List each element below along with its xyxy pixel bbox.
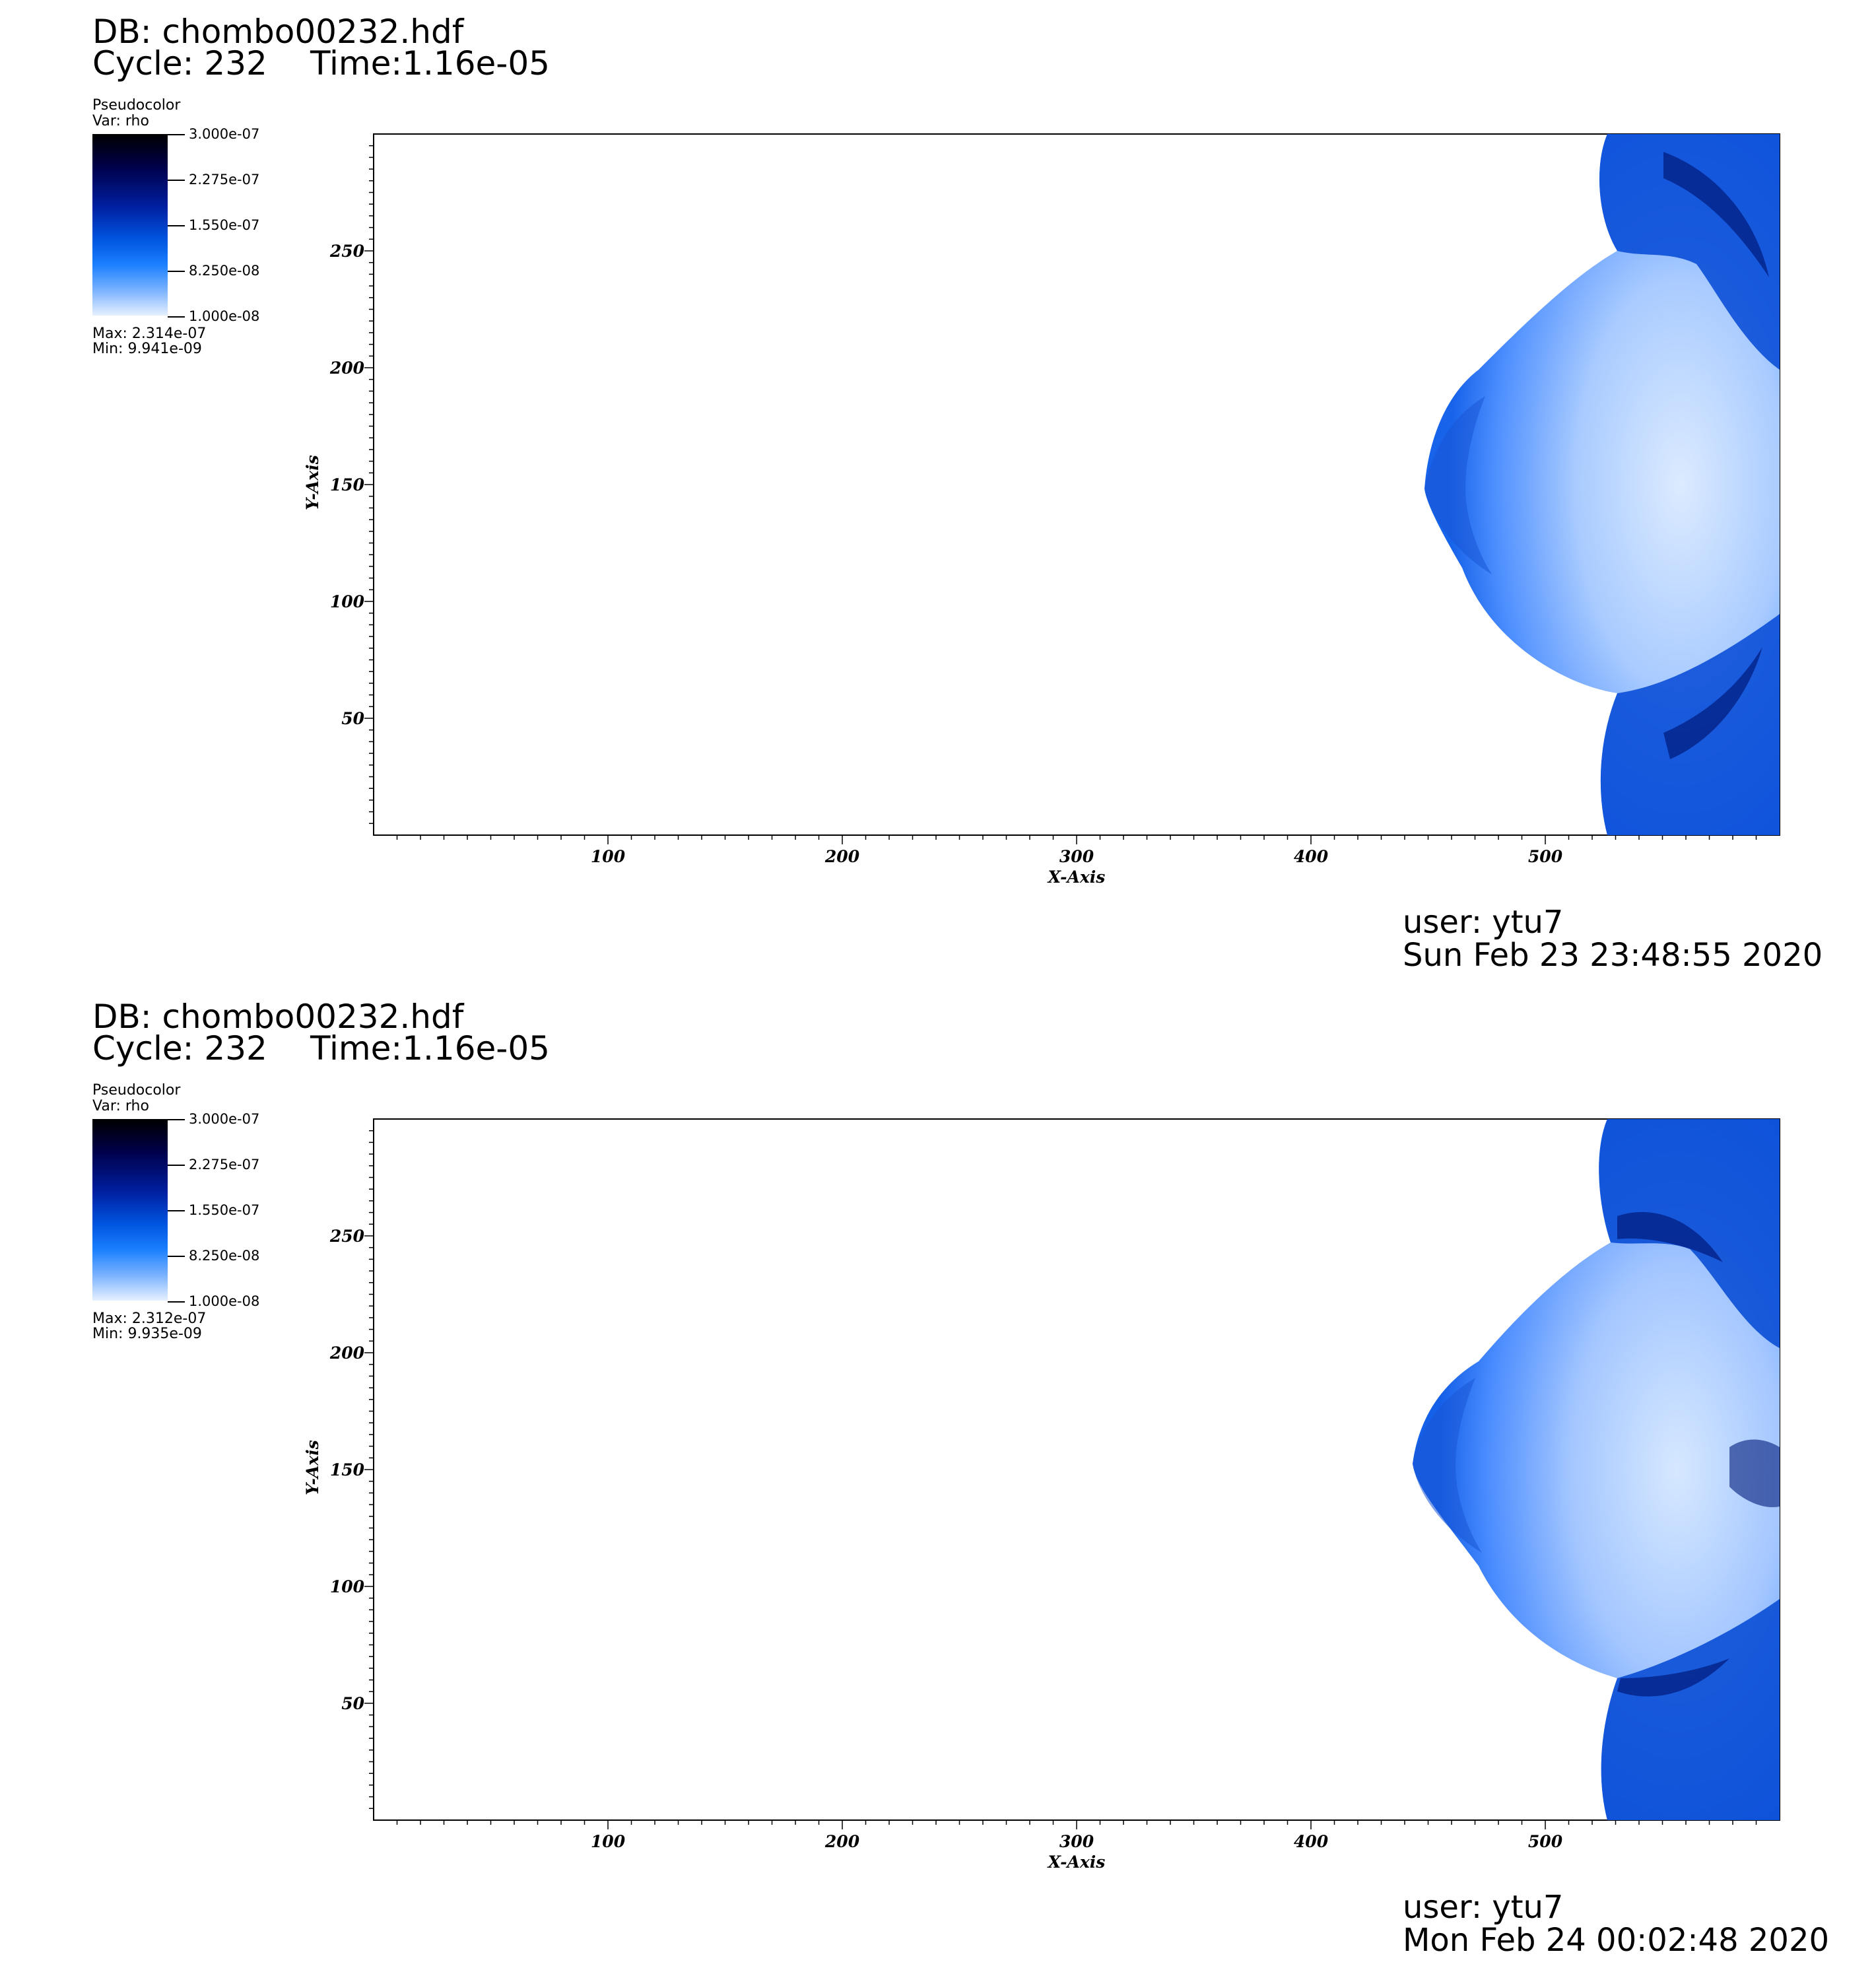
- colorbar-tick: [168, 1210, 185, 1211]
- x-tick-label: 500: [1528, 1832, 1563, 1851]
- x-tick-label: 200: [824, 1832, 860, 1851]
- colorbar-tick: [168, 225, 185, 226]
- plot-panel-2: DB: chombo00232.hdf Cycle: 232 Time:1.16…: [0, 985, 1876, 1970]
- upper-dense-lobe: [1599, 134, 1780, 370]
- y-axis-label: Y-Axis: [303, 455, 322, 510]
- legend-plot-type: Pseudocolor: [92, 97, 181, 114]
- legend-var: Var: rho: [92, 113, 149, 129]
- x-tick-label: 400: [1294, 847, 1329, 866]
- colorbar-label: 2.275e-07: [189, 1157, 260, 1172]
- y-tick-label: 100: [330, 1577, 365, 1596]
- colorbar-tick: [168, 1301, 185, 1303]
- plot-area-1: 100 200 300 400 500 50 100 150 200 250 X-Axis Y-Axi…: [303, 133, 1780, 887]
- colorbar-label: 1.550e-07: [189, 1202, 260, 1218]
- dense-filament: [1729, 1439, 1780, 1507]
- cycle-time-line: Cycle: 232 Time:1.16e-05: [92, 1029, 550, 1068]
- legend-header: Pseudocolor Var: rho: [92, 1083, 180, 1114]
- date-label: Mon Feb 24 00:02:48 2020: [1403, 1922, 1830, 1959]
- lower-dense-lobe: [1601, 1599, 1780, 1820]
- db-title: DB: chombo00232.hdf: [92, 13, 464, 51]
- y-tick-label: 150: [330, 1460, 365, 1479]
- y-tick-label: 200: [329, 1343, 365, 1363]
- bubble-rim: [1413, 1378, 1482, 1553]
- dense-filament: [1617, 1658, 1729, 1697]
- x-tick-label: 300: [1059, 1832, 1094, 1851]
- density-field: [1413, 1119, 1780, 1820]
- colorbar-tick: [168, 1165, 185, 1166]
- y-tick-label: 50: [341, 1694, 364, 1713]
- colorbar: [92, 134, 168, 316]
- colorbar-label: 3.000e-07: [189, 1111, 260, 1127]
- x-axis-label: X-Axis: [1047, 867, 1106, 887]
- colorbar-label: 1.000e-08: [189, 1293, 260, 1309]
- user-label: user: ytu7: [1403, 1889, 1564, 1926]
- colorbar-label: 1.000e-08: [189, 308, 260, 324]
- colorbar-tick: [168, 1119, 185, 1120]
- plot-area-2: 100 200 300 400 500 50 100 150 200 250 X-Axis Y-Axi…: [303, 1118, 1780, 1872]
- bubble-rim: [1424, 396, 1492, 574]
- y-axis-label: Y-Axis: [303, 1440, 322, 1495]
- legend-var: Var: rho: [92, 1098, 149, 1114]
- cycle-label: Cycle: 232: [92, 1029, 267, 1068]
- legend-header: Pseudocolor Var: rho: [92, 98, 180, 129]
- x-tick-label: 500: [1528, 847, 1563, 866]
- legend-max: Max: 2.314e-07: [92, 325, 207, 342]
- colorbar-label: 2.275e-07: [189, 172, 260, 187]
- dense-filament: [1617, 1211, 1723, 1262]
- colorbar-label: 8.250e-08: [189, 1248, 260, 1264]
- legend-min: Min: 9.941e-09: [92, 341, 202, 357]
- colorbar-tick: [168, 1256, 185, 1257]
- density-field: [1424, 134, 1780, 835]
- plot-panel-1: DB: chombo00232.hdf Cycle: 232 Time:1.16…: [92, 13, 1823, 974]
- x-tick-label: 100: [591, 847, 626, 866]
- y-tick-label: 150: [330, 475, 365, 494]
- x-tick-label: 300: [1059, 847, 1094, 866]
- y-tick-label: 250: [329, 1227, 365, 1246]
- user-label: user: ytu7: [1403, 904, 1564, 941]
- x-axis-label: X-Axis: [1047, 1852, 1106, 1872]
- time-label: Time:1.16e-05: [310, 44, 550, 83]
- colorbar-tick: [168, 316, 185, 318]
- y-tick-label: 100: [330, 592, 365, 611]
- y-tick-label: 250: [329, 242, 365, 261]
- colorbar-tick: [168, 180, 185, 181]
- cycle-label: Cycle: 232: [92, 44, 267, 83]
- time-label: Time:1.16e-05: [310, 1029, 550, 1068]
- colorbar-tick: [168, 271, 185, 272]
- y-tick-label: 50: [341, 709, 364, 728]
- cycle-time-line: Cycle: 232 Time:1.16e-05: [92, 44, 550, 83]
- colorbar-label: 1.550e-07: [189, 217, 260, 233]
- x-tick-label: 100: [591, 1832, 626, 1851]
- colorbar: [92, 1119, 168, 1301]
- y-tick-label: 200: [329, 358, 365, 378]
- colorbar-tick: [168, 134, 185, 135]
- db-title: DB: chombo00232.hdf: [92, 998, 464, 1036]
- legend-max: Max: 2.312e-07: [92, 1310, 207, 1327]
- dense-filament: [1663, 152, 1769, 277]
- colorbar-label: 8.250e-08: [189, 263, 260, 279]
- legend-min: Min: 9.935e-09: [92, 1326, 202, 1342]
- dense-filament: [1663, 647, 1762, 759]
- colorbar-label: 3.000e-07: [189, 126, 260, 142]
- legend-plot-type: Pseudocolor: [92, 1082, 181, 1099]
- date-label: Sun Feb 23 23:48:55 2020: [1403, 937, 1823, 974]
- x-tick-label: 400: [1294, 1832, 1329, 1851]
- x-tick-label: 200: [824, 847, 860, 866]
